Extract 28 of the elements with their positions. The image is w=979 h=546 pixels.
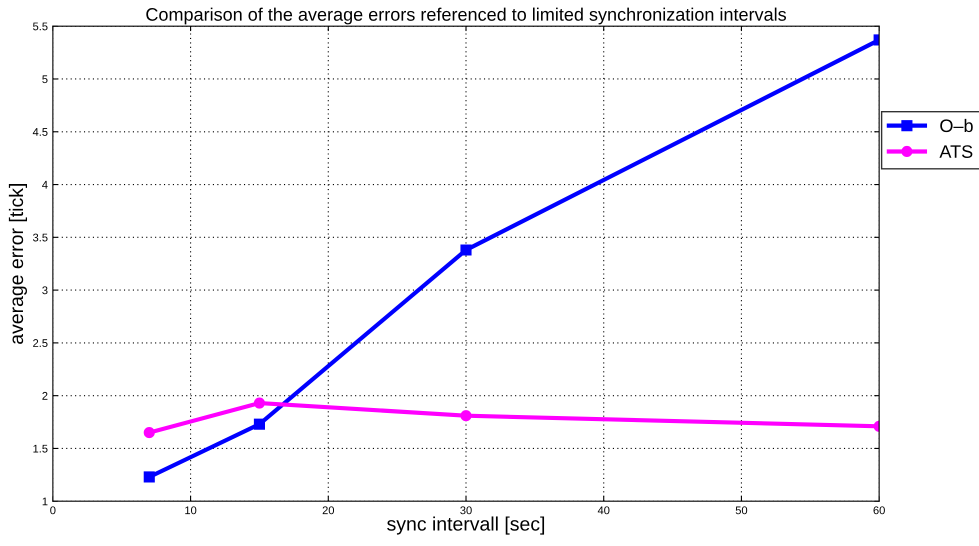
x-tick-label: 0 (50, 506, 56, 514)
y-tick-label: 4 (42, 180, 48, 189)
y-tick-label: 3.5 (32, 234, 48, 242)
x-tick-label: 60 (874, 506, 885, 514)
point (460, 244, 472, 256)
point (254, 418, 265, 430)
y-tick-label: 3 (42, 286, 48, 294)
y-axis-title: average error [tick] (8, 184, 28, 344)
x-tick-label: 30 (460, 506, 472, 514)
chart-title: Comparison of the average errors referenced to limited synchronization intervals (146, 8, 786, 24)
legend-label: ATS (939, 145, 972, 158)
point (144, 427, 155, 438)
y-tick-label: 1 (42, 498, 48, 506)
y-tick-label: 5 (42, 75, 48, 84)
y-tick-label: 5.5 (33, 22, 48, 30)
legend-label: O–b (940, 118, 973, 132)
point (254, 398, 265, 409)
x-tick-label: 10 (185, 506, 196, 514)
y-tick-label: 4.5 (32, 128, 48, 136)
x-tick-label: 40 (598, 506, 610, 514)
y-tick-label: 1.5 (33, 444, 48, 453)
y-tick-label: 2 (42, 392, 48, 400)
x-tick-label: 50 (736, 506, 748, 514)
y-tick-label: 2.5 (33, 339, 48, 348)
x-tick-label: 20 (322, 506, 334, 514)
point (144, 471, 155, 483)
point (460, 410, 472, 422)
x-axis-title: sync intervall [sec] (387, 516, 544, 535)
